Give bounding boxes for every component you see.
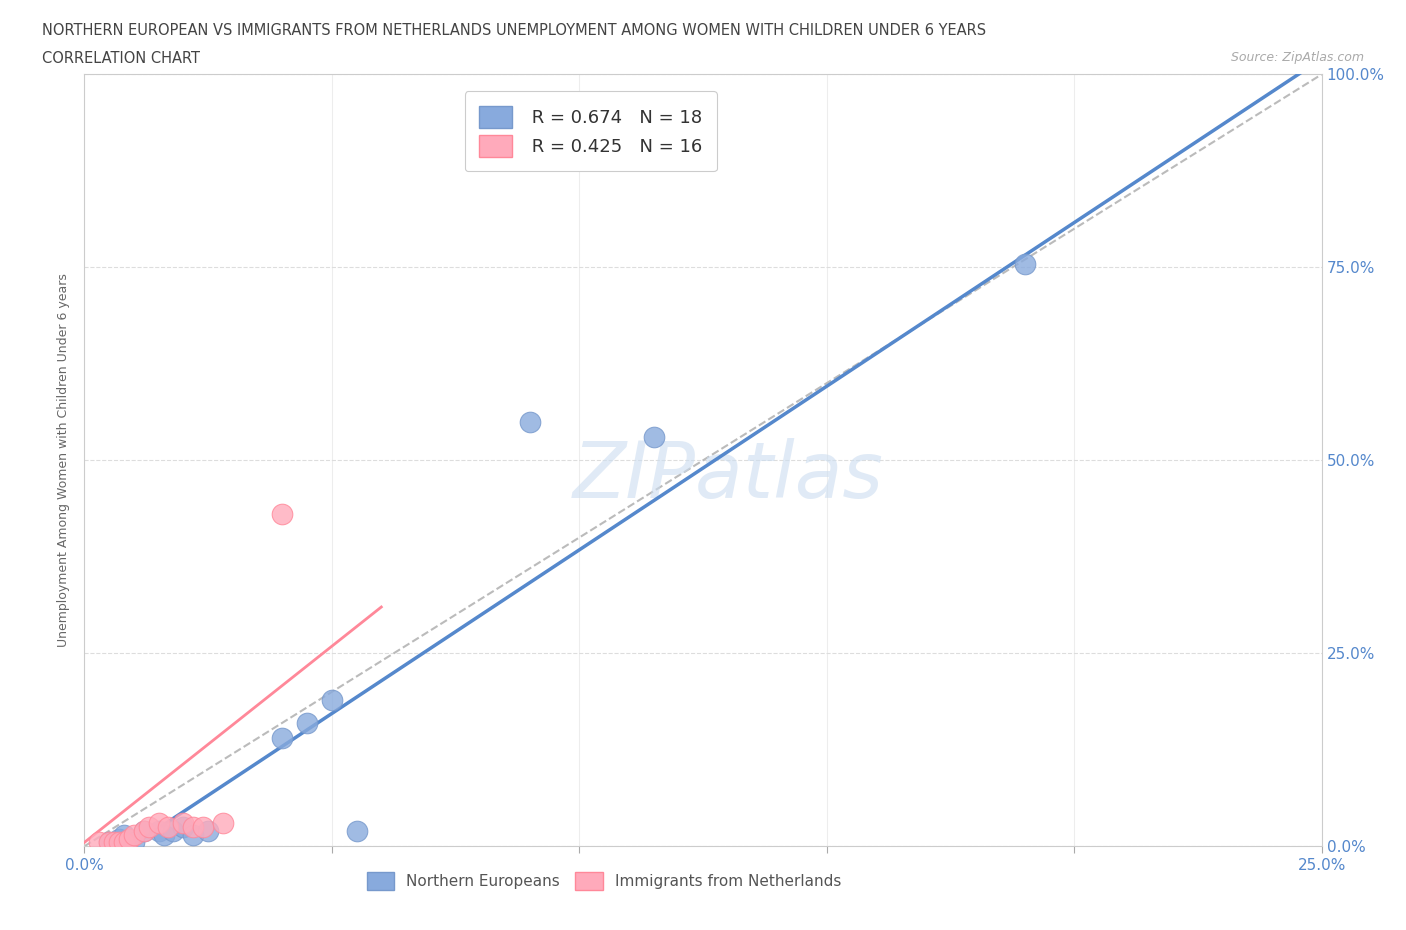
- Y-axis label: Unemployment Among Women with Children Under 6 years: Unemployment Among Women with Children U…: [58, 273, 70, 647]
- Point: [98, 835, 121, 850]
- Point: [191, 819, 214, 834]
- Point: [212, 816, 235, 830]
- Point: [132, 823, 155, 838]
- Point: [103, 835, 125, 850]
- Point: [643, 430, 665, 445]
- Point: [1014, 256, 1036, 271]
- Point: [157, 819, 180, 834]
- Point: [321, 692, 343, 707]
- Point: [108, 831, 131, 846]
- Point: [346, 823, 368, 838]
- Point: [138, 819, 160, 834]
- Point: [271, 731, 294, 746]
- Point: [132, 823, 155, 838]
- Point: [172, 819, 194, 834]
- Point: [271, 507, 294, 522]
- Point: [148, 823, 170, 838]
- Point: [112, 828, 135, 843]
- Point: [295, 715, 318, 730]
- Point: [172, 816, 194, 830]
- Point: [197, 823, 219, 838]
- Text: NORTHERN EUROPEAN VS IMMIGRANTS FROM NETHERLANDS UNEMPLOYMENT AMONG WOMEN WITH C: NORTHERN EUROPEAN VS IMMIGRANTS FROM NET…: [42, 23, 986, 38]
- Point: [98, 835, 121, 850]
- Point: [181, 819, 204, 834]
- Text: CORRELATION CHART: CORRELATION CHART: [42, 51, 200, 66]
- Point: [122, 835, 145, 850]
- Point: [118, 831, 141, 846]
- Point: [181, 828, 204, 843]
- Text: ZIPatlas: ZIPatlas: [572, 438, 883, 513]
- Point: [108, 835, 131, 850]
- Point: [148, 816, 170, 830]
- Point: [162, 823, 184, 838]
- Point: [112, 835, 135, 850]
- Point: [122, 828, 145, 843]
- Legend: Northern Europeans, Immigrants from Netherlands: Northern Europeans, Immigrants from Neth…: [360, 866, 848, 897]
- Point: [152, 828, 174, 843]
- Point: [519, 415, 541, 430]
- Text: Source: ZipAtlas.com: Source: ZipAtlas.com: [1230, 51, 1364, 64]
- Point: [89, 835, 111, 850]
